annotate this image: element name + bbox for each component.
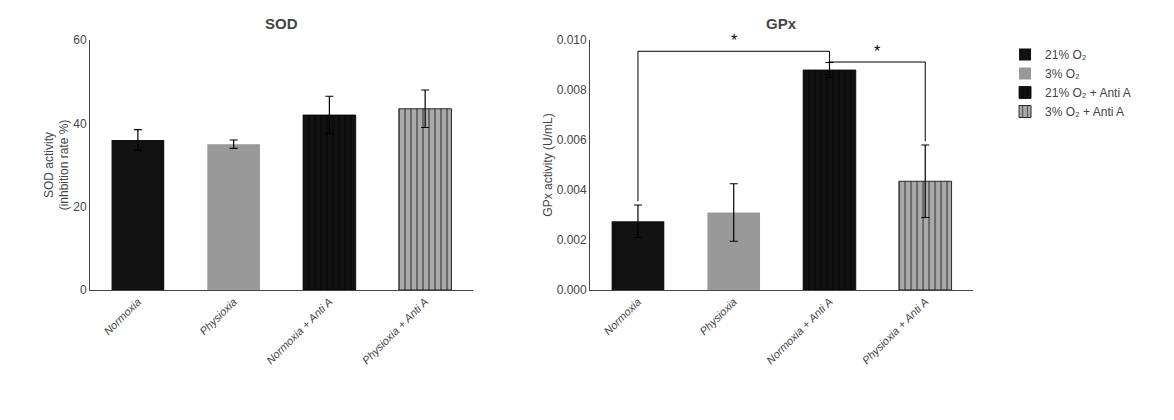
svg-text:Normoxia + Anti A: Normoxia + Anti A [264, 296, 335, 367]
svg-text:SOD: SOD [265, 15, 298, 32]
svg-text:0: 0 [80, 283, 87, 297]
svg-text:*: * [731, 32, 737, 49]
svg-text:Physioxia + Anti A: Physioxia + Anti A [860, 296, 931, 367]
svg-text:60: 60 [73, 33, 87, 47]
svg-text:Normoxia: Normoxia [601, 296, 643, 338]
svg-text:GPx activity (U/mL): GPx activity (U/mL) [541, 113, 555, 216]
svg-text:GPx: GPx [766, 15, 797, 32]
svg-text:3% O₂ + Anti A: 3% O₂ + Anti A [1045, 105, 1124, 119]
svg-text:Physioxia: Physioxia [197, 296, 239, 338]
svg-text:0.004: 0.004 [557, 183, 587, 197]
svg-text:Normoxia + Anti A: Normoxia + Anti A [764, 296, 835, 367]
svg-text:0.010: 0.010 [557, 33, 587, 47]
svg-text:0.000: 0.000 [557, 283, 587, 297]
svg-text:20: 20 [73, 200, 87, 214]
svg-text:*: * [874, 43, 880, 60]
svg-text:SOD activity(inhbition rate %): SOD activity(inhbition rate %) [42, 120, 72, 211]
svg-text:Physioxia: Physioxia [697, 296, 739, 338]
svg-text:3% O₂: 3% O₂ [1045, 67, 1080, 81]
svg-text:40: 40 [73, 117, 87, 131]
svg-text:21% O₂ + Anti A: 21% O₂ + Anti A [1045, 86, 1131, 100]
svg-text:21% O₂: 21% O₂ [1045, 48, 1087, 62]
svg-text:Physioxia + Anti A: Physioxia + Anti A [360, 296, 431, 367]
svg-text:0.002: 0.002 [557, 233, 587, 247]
svg-text:0.006: 0.006 [557, 133, 587, 147]
svg-text:0.008: 0.008 [557, 83, 587, 97]
svg-text:Normoxia: Normoxia [101, 296, 143, 338]
